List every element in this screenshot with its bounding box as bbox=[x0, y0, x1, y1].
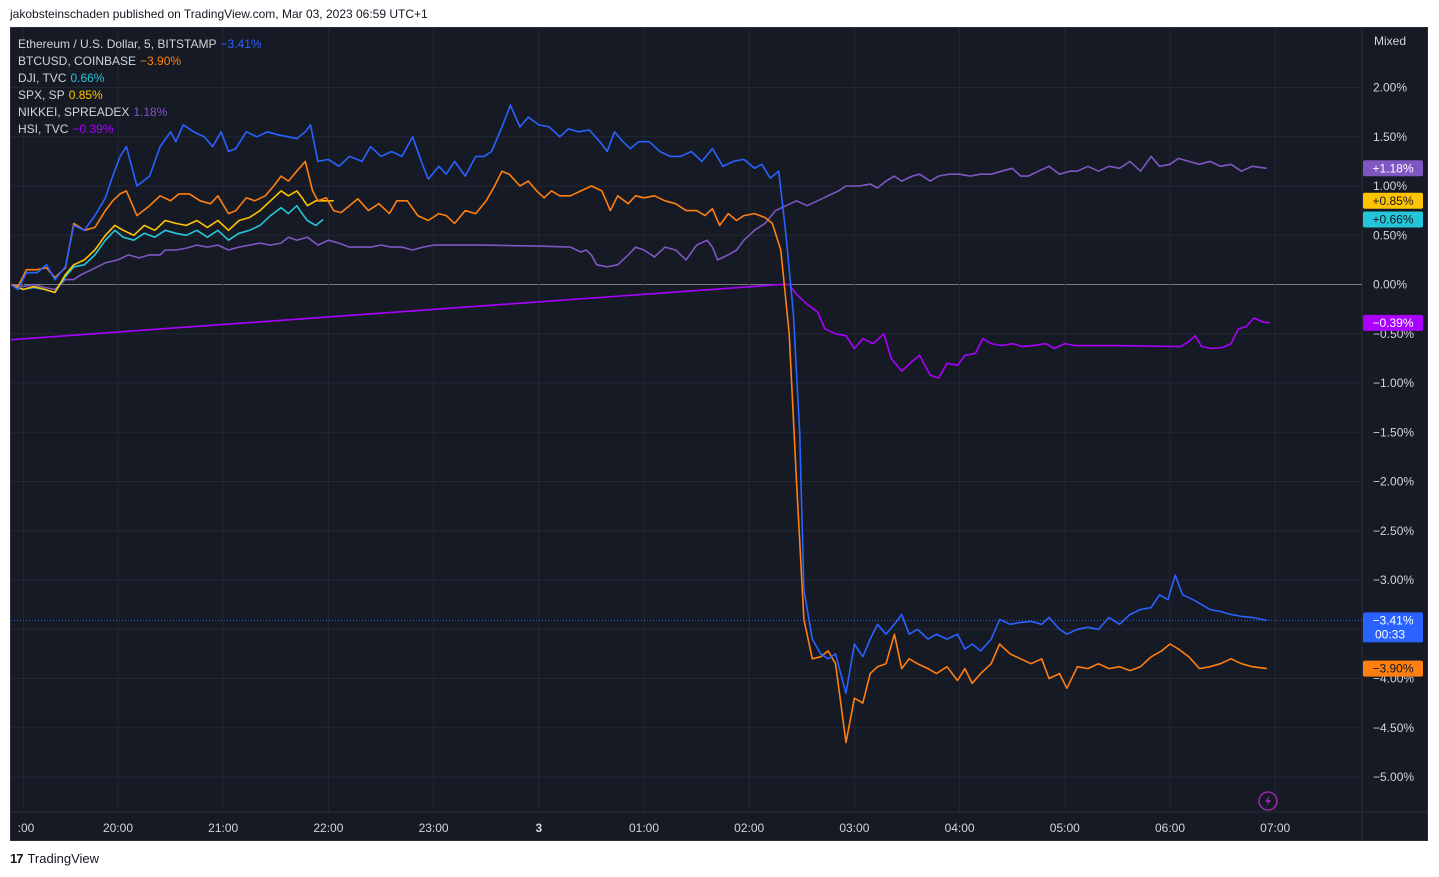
scale-mode-label[interactable]: Mixed bbox=[1374, 34, 1407, 48]
legend-name: Ethereum / U.S. Dollar, 5, BITSTAMP bbox=[18, 37, 217, 51]
price-badge-eth[interactable]: −3.41%00:33 bbox=[1363, 612, 1423, 643]
price-badge-bg bbox=[1363, 211, 1423, 228]
price-badge-hsi[interactable]: −0.39% bbox=[1363, 314, 1423, 331]
x-tick-label: :00 bbox=[18, 821, 35, 835]
legend-row-nikkei[interactable]: NIKKEI, SPREADEX 1.18% bbox=[18, 104, 262, 121]
price-badge-bg bbox=[1363, 660, 1423, 677]
price-badge-spx[interactable]: +0.85% bbox=[1363, 192, 1423, 209]
price-badge-text: −0.39% bbox=[1372, 316, 1413, 330]
publisher-header: jakobsteinschaden published on TradingVi… bbox=[10, 7, 428, 21]
y-tick-label: −1.00% bbox=[1373, 376, 1414, 390]
x-tick-label: 01:00 bbox=[629, 821, 659, 835]
x-tick-label: 23:00 bbox=[419, 821, 449, 835]
series-line-eth[interactable] bbox=[11, 104, 1267, 695]
series-group bbox=[11, 104, 1271, 744]
y-tick-label: −4.50% bbox=[1373, 721, 1414, 735]
x-tick-label: 21:00 bbox=[208, 821, 238, 835]
y-tick-label: 1.00% bbox=[1373, 179, 1407, 193]
x-tick-label: 07:00 bbox=[1260, 821, 1290, 835]
x-tick-label: 22:00 bbox=[313, 821, 343, 835]
price-badge-nikkei[interactable]: +1.18% bbox=[1363, 160, 1423, 177]
legend-row-eth[interactable]: Ethereum / U.S. Dollar, 5, BITSTAMP −3.41… bbox=[18, 36, 262, 53]
legend-value: 0.66% bbox=[70, 71, 105, 85]
price-badge-text: +0.66% bbox=[1372, 212, 1413, 226]
price-badge-text: −3.90% bbox=[1372, 662, 1413, 676]
series-line-spx[interactable] bbox=[11, 190, 334, 294]
legend-name: SPX, SP bbox=[18, 88, 65, 102]
price-badge-bg bbox=[1363, 160, 1423, 177]
tradingview-logo-icon: 17 bbox=[10, 851, 24, 866]
price-badge-dji[interactable]: +0.66% bbox=[1363, 211, 1423, 228]
x-tick-label: 04:00 bbox=[945, 821, 975, 835]
y-tick-label: −1.50% bbox=[1373, 425, 1414, 439]
price-badge-btc[interactable]: −3.90% bbox=[1363, 660, 1423, 677]
price-badge-text: −3.41% bbox=[1372, 613, 1413, 627]
series-legend: Ethereum / U.S. Dollar, 5, BITSTAMP −3.41… bbox=[18, 36, 262, 138]
x-tick-label: 20:00 bbox=[103, 821, 133, 835]
legend-row-spx[interactable]: SPX, SP 0.85% bbox=[18, 87, 262, 104]
legend-value: −3.41% bbox=[220, 37, 262, 51]
brand-name: TradingView bbox=[27, 851, 100, 866]
series-line-nikkei[interactable] bbox=[11, 155, 1267, 291]
y-tick-label: 0.00% bbox=[1373, 278, 1407, 292]
price-badge-countdown: 00:33 bbox=[1375, 627, 1405, 641]
x-tick-label: 02:00 bbox=[734, 821, 764, 835]
lightning-icon-bolt bbox=[1265, 795, 1271, 807]
legend-value: −0.39% bbox=[72, 122, 114, 136]
legend-row-dji[interactable]: DJI, TVC 0.66% bbox=[18, 70, 262, 87]
legend-name: HSI, TVC bbox=[18, 122, 69, 136]
series-line-btc[interactable] bbox=[11, 160, 1267, 744]
series-line-dji[interactable] bbox=[11, 204, 324, 294]
series-line-hsi[interactable] bbox=[11, 283, 1271, 379]
price-badge-text: +1.18% bbox=[1372, 161, 1413, 175]
legend-name: DJI, TVC bbox=[18, 71, 67, 85]
y-tick-label: 0.50% bbox=[1373, 228, 1407, 242]
y-tick-label: 2.00% bbox=[1373, 81, 1407, 95]
y-tick-label: 1.50% bbox=[1373, 130, 1407, 144]
price-badge-bg bbox=[1363, 314, 1423, 331]
tradingview-footer[interactable]: 17 TradingView bbox=[10, 851, 99, 866]
price-badge-bg bbox=[1363, 192, 1423, 209]
legend-row-btc[interactable]: BTCUSD, COINBASE −3.90% bbox=[18, 53, 262, 70]
x-tick-label: 05:00 bbox=[1050, 821, 1080, 835]
legend-name: NIKKEI, SPREADEX bbox=[18, 105, 130, 119]
legend-value: 0.85% bbox=[68, 88, 103, 102]
legend-value: −3.90% bbox=[140, 54, 182, 68]
y-tick-label: −2.00% bbox=[1373, 475, 1414, 489]
x-tick-label: 3 bbox=[535, 821, 542, 835]
lightning-icon-ring bbox=[1258, 791, 1278, 811]
legend-row-hsi[interactable]: HSI, TVC −0.39% bbox=[18, 121, 262, 138]
x-tick-label: 03:00 bbox=[839, 821, 869, 835]
x-tick-label: 06:00 bbox=[1155, 821, 1185, 835]
price-badge-bg bbox=[1363, 612, 1423, 643]
price-badge-text: +0.85% bbox=[1372, 194, 1413, 208]
y-tick-label: −2.50% bbox=[1373, 524, 1414, 538]
y-tick-label: −3.00% bbox=[1373, 573, 1414, 587]
y-tick-label: −5.00% bbox=[1373, 770, 1414, 784]
legend-name: BTCUSD, COINBASE bbox=[18, 54, 137, 68]
lightning-icon[interactable] bbox=[1258, 791, 1278, 811]
legend-value: 1.18% bbox=[133, 105, 168, 119]
